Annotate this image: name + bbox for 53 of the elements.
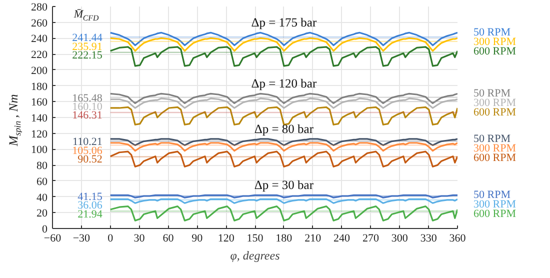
x-tick-label: 30	[134, 232, 146, 244]
y-tick-label: 120	[31, 128, 48, 140]
ref-line-label: 146.31	[72, 110, 102, 122]
annotation: Δp = 175 bar	[251, 16, 318, 30]
y-tick-label: 60	[36, 176, 48, 188]
series-label: 50 RPM	[474, 189, 511, 202]
y-tick-label: 240	[31, 33, 48, 46]
y-tick-label: 260	[31, 17, 48, 30]
x-tick-label: 360	[449, 232, 466, 244]
y-tick-label: 220	[31, 49, 48, 62]
ref-line-label: 222.15	[72, 50, 103, 62]
y-tick-label: 180	[31, 80, 48, 93]
x-tick-label: 150	[246, 232, 264, 244]
x-tick-label: 300	[391, 232, 408, 244]
x-tick-label: 180	[276, 232, 293, 244]
y-tick-label: 140	[31, 112, 48, 124]
series-label: 300 RPM	[474, 142, 516, 154]
y-tick-label: 200	[31, 64, 48, 77]
x-tick-label: −60	[44, 232, 62, 244]
y-tick-label: 100	[31, 144, 48, 156]
x-tick-label: −30	[72, 232, 91, 244]
y-tick-label: 280	[31, 2, 48, 14]
y-axis-title: Mspin, Nm	[6, 94, 22, 148]
series-label: 600 RPM	[474, 208, 516, 220]
y-tick-label: 20	[36, 208, 48, 220]
series-label: 600 RPM	[474, 152, 516, 164]
y-tick-label: 40	[36, 192, 48, 204]
series-label: 300 RPM	[474, 97, 516, 110]
annotation: Δp = 80 bar	[254, 122, 314, 136]
x-tick-label: 210	[304, 232, 322, 244]
x-tick-label: 90	[192, 232, 204, 244]
series-label: 50 RPM	[474, 132, 511, 145]
x-tick-label: 60	[162, 232, 174, 244]
x-tick-label: 330	[420, 232, 438, 244]
ref-line-label: 21.94	[78, 208, 103, 220]
x-tick-label: 120	[218, 232, 235, 244]
series-label: 600 RPM	[474, 46, 516, 58]
series-label: 50 RPM	[474, 26, 511, 39]
series-label: 50 RPM	[474, 88, 511, 100]
y-tick-label: 160	[31, 96, 48, 109]
series-label: 600 RPM	[474, 106, 516, 119]
x-tick-label: 0	[108, 232, 114, 244]
x-tick-label: 240	[334, 232, 351, 244]
y-tick-label: 80	[36, 160, 48, 172]
annotation: Δp = 120 bar	[251, 76, 318, 91]
x-axis-title: φ, degrees	[230, 248, 280, 262]
series-label: 300 RPM	[474, 198, 516, 211]
y-tick-label: 0	[42, 224, 48, 236]
series-label: 300 RPM	[474, 36, 516, 48]
x-tick-label: 270	[362, 232, 380, 244]
ref-line-label: 165.48	[72, 92, 103, 104]
annotation: Δp = 30 bar	[254, 178, 314, 192]
ref-line-label: 90.52	[78, 154, 102, 166]
